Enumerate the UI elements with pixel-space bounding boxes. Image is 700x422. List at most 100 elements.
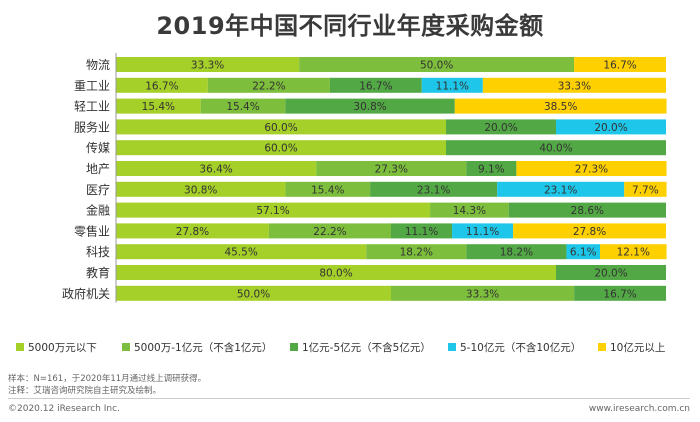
bar-segment xyxy=(299,57,575,72)
data-label: 16.7% xyxy=(145,80,178,92)
data-label: 11.1% xyxy=(405,226,438,238)
legend-swatch xyxy=(16,343,24,351)
data-label: 30.8% xyxy=(353,101,386,113)
bar-segment xyxy=(316,161,467,176)
bar-segment xyxy=(508,202,666,218)
category-label: 零售业 xyxy=(74,223,110,238)
bar-segment xyxy=(285,98,455,114)
bar-segment xyxy=(116,57,300,72)
data-label: 20.0% xyxy=(484,122,517,134)
bar-segment xyxy=(116,244,367,260)
data-label: 23.1% xyxy=(544,184,577,196)
bar-segment xyxy=(516,161,667,176)
bar-segment xyxy=(116,119,446,135)
data-label: 33.3% xyxy=(558,80,591,92)
data-label: 27.8% xyxy=(573,226,606,238)
bar-segment xyxy=(430,202,509,218)
legend-swatch xyxy=(122,343,130,351)
bar-segment xyxy=(466,161,517,176)
category-label: 服务业 xyxy=(74,119,110,134)
bar-segment xyxy=(624,181,667,197)
data-label: 80.0% xyxy=(319,268,352,280)
data-label: 50.0% xyxy=(237,288,270,300)
remark-note: 注释：艾瑞咨询研究院自主研究及绘制。 xyxy=(8,386,162,396)
data-label: 18.2% xyxy=(500,247,533,259)
data-label: 57.1% xyxy=(256,205,289,217)
bar-segment xyxy=(116,77,208,93)
bar-segment xyxy=(600,244,667,260)
bar-segment xyxy=(116,181,286,197)
legend-swatch xyxy=(598,343,606,351)
data-label: 15.4% xyxy=(311,184,344,196)
data-label: 22.2% xyxy=(313,226,346,238)
data-label: 16.7% xyxy=(359,80,392,92)
category-label: 传媒 xyxy=(86,140,110,155)
data-label: 27.3% xyxy=(575,164,608,176)
data-label: 20.0% xyxy=(594,122,627,134)
data-label: 40.0% xyxy=(539,143,572,155)
data-label: 18.2% xyxy=(400,247,433,259)
bar-segment xyxy=(421,77,483,93)
bar-segment xyxy=(446,119,556,135)
data-label: 12.1% xyxy=(617,247,650,259)
bar-segment xyxy=(556,119,666,135)
bar-segment xyxy=(513,223,666,239)
data-label: 7.7% xyxy=(632,184,659,196)
bar-segment xyxy=(574,57,666,72)
bar-segment xyxy=(116,161,317,176)
legend-label: 10亿元以上 xyxy=(610,341,665,354)
legend-label: 5000万-1亿元（不含1亿元） xyxy=(134,341,272,354)
data-label: 23.1% xyxy=(417,184,450,196)
bar-segment xyxy=(566,244,600,260)
legend-swatch xyxy=(448,343,456,351)
legend-label: 5000万元以下 xyxy=(28,342,97,354)
data-label: 28.6% xyxy=(571,205,604,217)
bar-segment xyxy=(391,285,575,301)
data-label: 22.2% xyxy=(252,80,285,92)
bar-segment xyxy=(285,181,371,197)
bar-segment xyxy=(482,77,666,93)
chart-title: 2019年中国不同行业年度采购金额 xyxy=(156,12,544,40)
bar-segment xyxy=(466,244,567,260)
data-label: 11.1% xyxy=(466,226,499,238)
bar-segment xyxy=(574,285,666,301)
legend-label: 5-10亿元（不含10亿元） xyxy=(460,341,581,354)
legend-label: 1亿元-5亿元（不含5亿元） xyxy=(302,341,431,354)
bar-segment xyxy=(446,140,666,156)
data-label: 33.3% xyxy=(191,60,224,72)
legend-swatch xyxy=(290,343,298,351)
bar-segment xyxy=(116,285,391,301)
data-label: 11.1% xyxy=(436,80,469,92)
data-label: 45.5% xyxy=(224,247,257,259)
category-label: 轻工业 xyxy=(74,100,110,114)
data-label: 20.0% xyxy=(594,268,627,280)
data-label: 15.4% xyxy=(142,101,175,113)
bar-segment xyxy=(497,181,625,197)
bar-segment xyxy=(370,181,498,197)
data-label: 15.4% xyxy=(226,101,259,113)
bar-segment xyxy=(116,140,446,156)
bar-segment xyxy=(454,98,667,114)
data-label: 36.4% xyxy=(199,164,232,176)
bar-segment xyxy=(116,265,556,280)
data-label: 16.7% xyxy=(603,288,636,300)
footer-divider xyxy=(8,398,690,399)
data-label: 6.1% xyxy=(570,247,597,259)
copyright-text: ©2020.12 iResearch Inc. xyxy=(8,404,120,414)
category-label: 医疗 xyxy=(86,183,110,197)
data-label: 60.0% xyxy=(264,143,297,155)
bar-segment xyxy=(366,244,467,260)
bar-segment xyxy=(116,223,269,239)
category-label: 科技 xyxy=(86,245,110,259)
data-label: 27.3% xyxy=(375,164,408,176)
bar-segment xyxy=(391,223,453,239)
bar-segment xyxy=(200,98,286,114)
data-label: 14.3% xyxy=(453,205,486,217)
category-label: 教育 xyxy=(86,265,110,280)
source-note: 样本：N=161，于2020年11月通过线上调研获得。 xyxy=(8,374,207,384)
data-label: 27.8% xyxy=(176,226,209,238)
category-label: 地产 xyxy=(86,162,110,176)
category-label: 政府机关 xyxy=(62,286,110,301)
bar-segment xyxy=(116,202,431,218)
